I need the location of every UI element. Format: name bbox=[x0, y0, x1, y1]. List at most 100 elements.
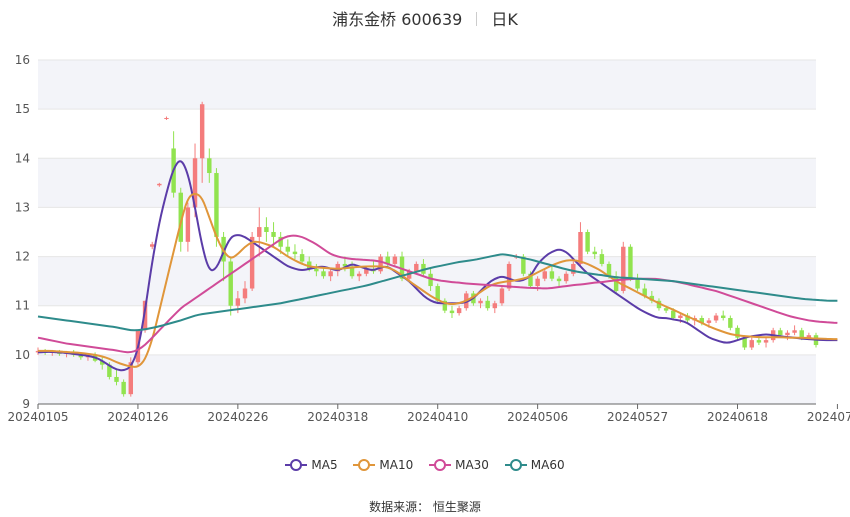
candle-body bbox=[114, 376, 119, 382]
candle bbox=[164, 116, 169, 120]
candle bbox=[585, 229, 590, 255]
candle-body bbox=[706, 320, 712, 323]
candle bbox=[292, 244, 298, 260]
candle bbox=[635, 273, 640, 291]
x-tick-label: 20240506 bbox=[507, 410, 568, 424]
candle-body bbox=[685, 315, 690, 321]
x-tick-label: 20240126 bbox=[107, 410, 168, 424]
candle-body bbox=[285, 246, 291, 252]
candle bbox=[649, 290, 655, 304]
candle bbox=[571, 261, 576, 277]
candle-body bbox=[592, 251, 597, 255]
candle-body bbox=[478, 300, 483, 304]
y-tick-label: 11 bbox=[15, 299, 30, 313]
candle-body bbox=[735, 327, 740, 338]
x-tick-label: 20240318 bbox=[307, 410, 368, 424]
candle-body bbox=[635, 278, 640, 289]
candle bbox=[378, 254, 383, 274]
title-separator bbox=[476, 12, 478, 26]
candle-body bbox=[649, 295, 655, 301]
candle bbox=[207, 148, 212, 183]
candle bbox=[449, 305, 455, 318]
legend-label-ma5: MA5 bbox=[311, 458, 338, 472]
candle-body bbox=[257, 227, 262, 237]
candle bbox=[485, 295, 490, 311]
candle-body bbox=[756, 340, 762, 343]
series-line-ma10 bbox=[38, 192, 838, 368]
candle bbox=[356, 271, 362, 282]
candle-body bbox=[671, 310, 676, 318]
candle bbox=[478, 298, 483, 309]
y-tick-label: 15 bbox=[15, 102, 30, 116]
candle-body bbox=[499, 288, 505, 304]
candle bbox=[556, 276, 562, 287]
candle bbox=[242, 281, 248, 304]
candle-body bbox=[799, 330, 804, 338]
legend-item-ma10[interactable]: MA10 bbox=[353, 458, 413, 472]
candle bbox=[792, 325, 797, 336]
candle-body bbox=[749, 340, 754, 348]
candle-body bbox=[613, 276, 619, 291]
data-source: 数据来源： 恒生聚源 bbox=[369, 500, 481, 514]
candle bbox=[328, 268, 333, 282]
candle-body bbox=[249, 236, 255, 289]
candle bbox=[713, 313, 719, 323]
candle-body bbox=[656, 300, 662, 309]
candle-body bbox=[235, 298, 241, 306]
legend-item-ma30[interactable]: MA30 bbox=[429, 458, 489, 472]
candle-body bbox=[356, 273, 362, 277]
candle bbox=[149, 241, 155, 250]
candle bbox=[121, 379, 126, 397]
series-line-ma30 bbox=[37, 234, 838, 354]
candle bbox=[278, 232, 283, 255]
legend-label-ma30: MA30 bbox=[455, 458, 489, 472]
candle-body bbox=[207, 158, 212, 174]
candle bbox=[728, 315, 733, 331]
x-tick-label: 20240410 bbox=[407, 410, 468, 424]
candle-body bbox=[78, 354, 84, 358]
candle-body bbox=[642, 288, 647, 296]
legend-item-ma5[interactable]: MA5 bbox=[285, 458, 338, 472]
candle bbox=[392, 254, 398, 267]
candle-body bbox=[763, 340, 769, 343]
grid-band bbox=[38, 158, 816, 208]
candle-body bbox=[100, 360, 105, 365]
candle bbox=[578, 222, 583, 267]
candle bbox=[171, 131, 176, 198]
y-tick-label: 12 bbox=[15, 250, 30, 264]
legend-label-ma60: MA60 bbox=[530, 458, 565, 472]
candle-body bbox=[228, 261, 233, 306]
x-tick-label: 20240618 bbox=[707, 410, 768, 424]
candle-body bbox=[449, 310, 455, 314]
candle-body bbox=[563, 273, 569, 282]
candle bbox=[299, 249, 305, 264]
candle bbox=[442, 298, 448, 314]
x-tick-label: 20240105 bbox=[7, 410, 68, 424]
candle-body bbox=[335, 263, 340, 272]
candle-body bbox=[585, 232, 590, 252]
candle-body bbox=[442, 300, 448, 311]
candle-body bbox=[628, 246, 633, 279]
candle-body bbox=[599, 254, 605, 264]
series-line-ma5 bbox=[37, 160, 838, 372]
candle bbox=[735, 325, 740, 341]
candle-body bbox=[606, 263, 612, 277]
candle-body bbox=[549, 271, 555, 279]
candle-body bbox=[414, 263, 419, 272]
candle-body bbox=[121, 381, 126, 395]
candle-body bbox=[157, 183, 162, 186]
candle-body bbox=[542, 271, 547, 279]
candle-body bbox=[192, 158, 198, 208]
candle-body bbox=[107, 364, 112, 377]
candle bbox=[114, 369, 119, 386]
legend-item-ma60[interactable]: MA60 bbox=[504, 458, 565, 472]
candle-body bbox=[621, 246, 626, 291]
candle bbox=[499, 286, 505, 306]
chart-title: 浦东金桥 600639 日K bbox=[0, 6, 850, 29]
candle-body bbox=[392, 256, 398, 264]
candle bbox=[228, 256, 233, 316]
candle bbox=[314, 263, 319, 277]
series-line-ma60 bbox=[37, 253, 838, 332]
candle bbox=[428, 268, 433, 291]
